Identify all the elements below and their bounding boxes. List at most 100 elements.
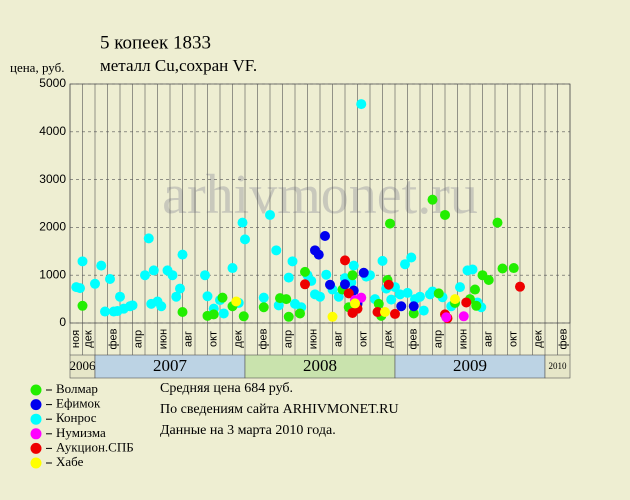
data-point xyxy=(295,308,305,319)
x-tick-label: дек xyxy=(233,330,245,348)
data-point xyxy=(315,291,325,302)
data-point xyxy=(455,282,465,293)
data-point xyxy=(127,300,138,311)
x-tick-label: апр xyxy=(283,330,295,348)
x-tick-label: дек xyxy=(83,330,95,348)
y-tick-label: 4000 xyxy=(39,124,66,138)
x-tick-label: июн xyxy=(458,329,470,349)
data-point xyxy=(418,305,429,316)
legend-label: Ефимок xyxy=(56,396,101,411)
data-point xyxy=(287,256,298,267)
legend-label: Аукцион.СПБ xyxy=(56,439,134,454)
data-point xyxy=(470,284,480,295)
data-point xyxy=(77,300,88,311)
data-point xyxy=(300,279,310,290)
data-point xyxy=(156,301,167,312)
note: Средняя цена 684 руб. xyxy=(160,381,293,396)
data-point xyxy=(385,218,395,229)
data-point xyxy=(90,278,100,289)
data-point xyxy=(408,308,419,319)
data-point xyxy=(356,99,367,110)
note: По сведениям сайта ARHIVMONET.RU xyxy=(160,402,399,417)
x-tick-label: дек xyxy=(533,330,545,348)
legend-marker xyxy=(30,413,42,425)
data-point xyxy=(467,264,478,275)
x-tick-label: авг xyxy=(333,331,345,347)
data-point xyxy=(105,274,115,285)
legend-label: Конрос xyxy=(56,410,97,425)
x-tick-label: фев xyxy=(108,328,120,349)
x-tick-label: апр xyxy=(133,330,145,348)
data-point xyxy=(283,311,294,322)
x-tick-label: дек xyxy=(383,330,395,348)
data-point xyxy=(281,294,292,305)
data-point xyxy=(433,288,444,299)
legend-marker xyxy=(30,442,42,454)
data-point xyxy=(237,217,248,228)
data-point xyxy=(396,301,407,312)
legend-marker xyxy=(30,428,42,440)
x-tick-label: апр xyxy=(433,330,445,348)
data-point xyxy=(427,194,438,205)
y-axis-label: цена, руб. xyxy=(10,60,64,75)
data-point xyxy=(115,291,125,302)
data-point xyxy=(347,270,358,281)
year-label: 2009 xyxy=(453,356,487,375)
x-tick-label: фев xyxy=(408,328,420,349)
data-point xyxy=(402,287,413,298)
data-point xyxy=(96,260,107,271)
data-point xyxy=(395,289,405,300)
x-tick-label: ноя xyxy=(70,330,82,348)
data-point xyxy=(208,309,219,320)
data-point xyxy=(350,298,360,309)
x-tick-label: июн xyxy=(308,329,320,349)
x-tick-label: июн xyxy=(158,329,170,349)
data-point xyxy=(497,263,508,274)
year-label: 2010 xyxy=(549,361,568,371)
legend-label: Нумизма xyxy=(56,425,106,440)
data-point xyxy=(380,307,390,318)
x-tick-label: авг xyxy=(483,331,495,347)
data-point xyxy=(283,272,294,283)
data-point xyxy=(231,296,242,307)
data-point xyxy=(373,298,384,309)
chart-subtitle: металл Cu,сохран VF. xyxy=(100,56,257,75)
data-point xyxy=(471,300,482,311)
x-tick-label: фев xyxy=(258,328,270,349)
data-point xyxy=(238,311,249,322)
data-point xyxy=(400,259,410,270)
y-tick-label: 3000 xyxy=(39,172,66,186)
plot-frame xyxy=(69,83,571,324)
legend-label: Хабе xyxy=(56,454,84,469)
x-tick-label: авг xyxy=(183,331,195,347)
data-point xyxy=(325,279,335,290)
data-point xyxy=(320,231,330,242)
data-point xyxy=(217,292,228,303)
data-point xyxy=(441,312,452,323)
data-point xyxy=(377,255,388,266)
data-point xyxy=(140,270,150,281)
data-point xyxy=(492,217,503,228)
data-point xyxy=(372,307,383,318)
data-point xyxy=(240,234,250,245)
data-point xyxy=(340,255,350,266)
note: Данные на 3 марта 2010 года. xyxy=(160,423,336,438)
data-point xyxy=(483,274,494,285)
y-tick-label: 5000 xyxy=(39,76,66,90)
data-point xyxy=(458,311,469,322)
data-point xyxy=(175,283,185,294)
data-point xyxy=(440,209,450,220)
data-point xyxy=(143,233,154,244)
data-point xyxy=(415,291,425,302)
data-point xyxy=(77,256,88,267)
year-label: 2006 xyxy=(70,358,97,373)
legend-marker xyxy=(30,384,42,396)
legend-label: Волмар xyxy=(56,381,98,396)
data-point xyxy=(218,308,229,319)
x-tick-label: фев xyxy=(558,328,570,349)
data-point xyxy=(202,291,213,302)
data-point xyxy=(408,301,419,312)
data-point xyxy=(515,281,525,292)
y-tick-label: 1000 xyxy=(39,267,66,281)
data-point xyxy=(177,249,188,260)
